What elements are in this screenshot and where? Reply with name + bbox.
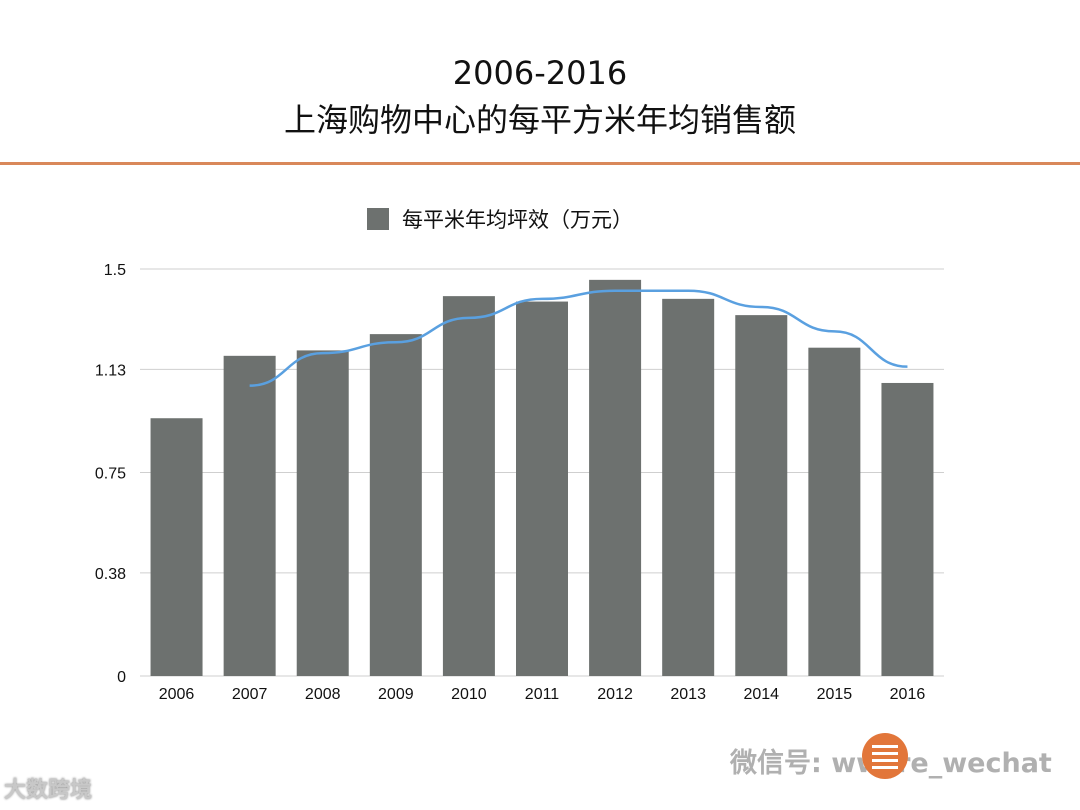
x-tick-label: 2014: [743, 686, 779, 703]
bar-2015: [808, 347, 861, 676]
y-tick-label: 1.5: [104, 262, 126, 279]
x-tick-label: 2012: [597, 686, 633, 703]
x-tick-label: 2011: [525, 686, 560, 703]
bar-series: [150, 279, 934, 676]
bar-2010: [442, 296, 495, 676]
bar-2012: [589, 279, 642, 676]
x-tick-label: 2009: [378, 686, 414, 703]
bar-2014: [735, 315, 788, 676]
y-axis-ticks: 0 0.38 0.75 1.13 1.5: [95, 262, 126, 686]
bar-2009: [369, 334, 422, 676]
x-tick-label: 2006: [159, 686, 195, 703]
x-tick-label: 2007: [232, 686, 268, 703]
watermark-logo-icon: [862, 733, 908, 779]
x-tick-label: 2013: [670, 686, 706, 703]
legend-label: 每平米年均坪效（万元）: [402, 208, 633, 232]
watermark-left: 大数跨境: [4, 778, 93, 803]
trend-line: [249, 289, 908, 387]
trend-line-group: [249, 289, 908, 387]
bar-2013: [662, 298, 715, 676]
y-tick-label: 1.13: [95, 362, 126, 379]
x-axis-ticks: 2006 2007 2008 2009 2010 2011 2012 2013 2014 2015…: [159, 686, 926, 703]
bar-2008: [296, 350, 349, 676]
y-tick-label: 0: [117, 669, 126, 686]
bar-2016: [881, 382, 934, 676]
x-tick-label: 2008: [305, 686, 341, 703]
bar-2007: [223, 355, 276, 676]
bar-2011: [516, 301, 568, 676]
legend: 每平米年均坪效（万元）: [367, 208, 633, 232]
y-tick-label: 0.75: [95, 466, 126, 483]
y-tick-label: 0.38: [95, 566, 126, 583]
bar-2006: [150, 418, 203, 676]
title-divider: [0, 162, 1080, 165]
x-tick-label: 2016: [890, 686, 926, 703]
x-tick-label: 2015: [817, 686, 853, 703]
chart-title-line-1: 2006-2016: [452, 54, 628, 92]
chart-title-line-2: 上海购物中心的每平方米年均销售额: [283, 101, 796, 139]
legend-swatch: [367, 208, 389, 230]
x-tick-label: 2010: [451, 686, 487, 703]
